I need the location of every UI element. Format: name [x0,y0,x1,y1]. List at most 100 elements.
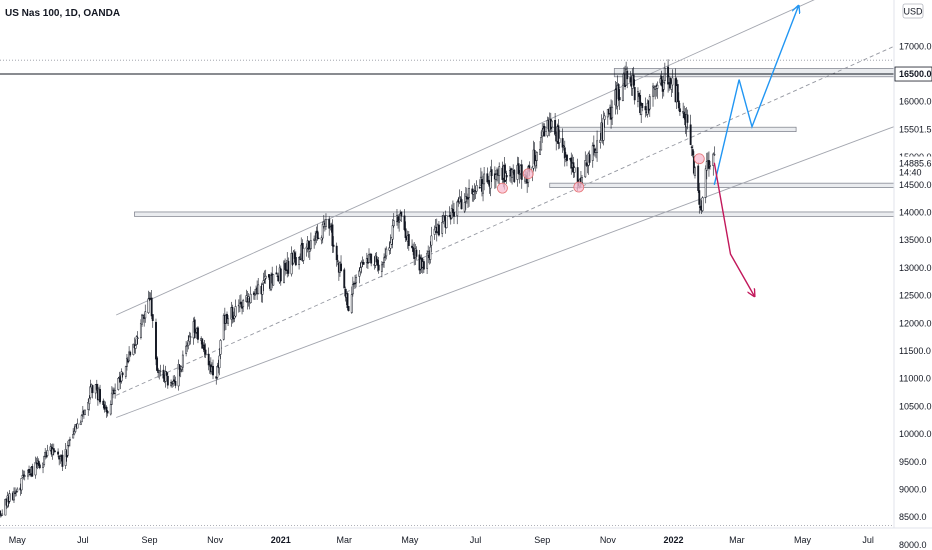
candle-body [328,219,331,229]
candle-body [72,434,75,439]
candle-body [64,449,67,466]
candle-body [74,424,77,432]
candle-body [212,365,214,376]
candle-body [388,247,391,251]
currency-button[interactable]: USD [902,3,924,19]
candle-body [584,160,587,178]
candle-body [468,187,471,198]
candle-body [517,163,520,174]
candle-body [185,345,188,354]
candle-body [219,340,222,355]
candle-body [458,196,461,203]
x-axis: May Jul Sep Nov 2021 Mar May Jul Sep Nov 2022 Mar Ma… [9,535,874,545]
candle-body [124,366,127,377]
level-price-tag-2: 14500.0 [899,180,932,190]
y-axis: 8000.0 8500.0 9000.0 9500.0 10000.0 10500.0 11… [894,41,932,550]
candle-body [483,173,486,185]
channel-upper-line [116,0,815,316]
candle-body [91,385,94,394]
candle-body [611,106,614,119]
candle-body [13,491,15,501]
candle-body [106,410,109,414]
candle-body [557,125,560,145]
candle-body [37,460,40,466]
candle-body [660,76,663,86]
y-tick-label: 13000.0 [899,263,932,273]
candle-body [397,216,400,223]
candle-body [676,84,679,102]
x-tick-label: May [401,535,419,545]
candle-body [471,188,474,195]
candle-body [566,154,568,161]
candle-body [692,156,695,174]
candle-body [95,383,98,390]
countdown-label: 14:40 [899,167,922,177]
candle-body [264,275,267,279]
candle-body [293,252,296,259]
candle-body [59,456,62,459]
y-tick-label: 14000.0 [899,208,932,218]
last-price-bg [895,156,932,179]
candle-body [350,294,353,313]
candle-body [23,475,26,477]
candle-body [690,146,693,148]
candle-body [429,246,432,260]
candle-body [215,376,218,379]
candle-body [89,386,92,398]
y-tick-label: 10500.0 [899,401,932,411]
x-tick-label: May [9,535,27,545]
candle-body [73,430,76,435]
chart-title: US Nas 100, 1D, OANDA [5,8,120,19]
candle-body [103,404,106,410]
candle-body [671,77,674,86]
candle-body [442,215,445,222]
candle-body [513,170,516,182]
candle-body [415,249,418,257]
y-tick-label: 11000.0 [899,374,931,384]
y-tick-label: 13500.0 [899,235,932,245]
candle-body [459,197,462,200]
candle-body [368,254,370,263]
candle-body [34,462,37,476]
candle-body [489,171,492,189]
candle-body [632,74,635,86]
x-tick-label: Jul [862,535,874,545]
candle-body [585,162,588,166]
candle-body [121,372,124,376]
candle-body [114,390,117,394]
candle-body [28,469,30,474]
candle-body [385,248,388,257]
candle-body [336,260,339,262]
candle-body [652,85,654,97]
candle-body [346,293,349,309]
candle-body [231,307,234,318]
candle-body [132,343,135,355]
candle-body [284,262,287,270]
candle-body [709,165,711,167]
candle-body [249,293,252,304]
candle-body [678,108,681,112]
candle-body [398,221,401,223]
y-tick-label: 10000.0 [899,429,932,439]
candle-body [254,294,256,296]
candle-body [234,306,237,317]
candle-body [343,269,346,289]
candle-body [15,491,18,493]
candle-body [309,240,312,249]
candle-body [558,137,561,143]
bullish-projection-arrow [713,6,798,185]
candle-body [84,409,86,415]
candle-body [159,370,162,373]
candle-body [638,92,640,97]
candle-body [242,300,245,308]
x-tick-label: 2021 [271,535,291,545]
candle-body [486,173,489,183]
candle-body [550,120,553,128]
candle-body [533,150,536,164]
candle-body [268,274,270,278]
candle-body [99,389,102,403]
candle-body [505,175,508,178]
candle-body [283,261,285,283]
candle-body [20,478,23,491]
